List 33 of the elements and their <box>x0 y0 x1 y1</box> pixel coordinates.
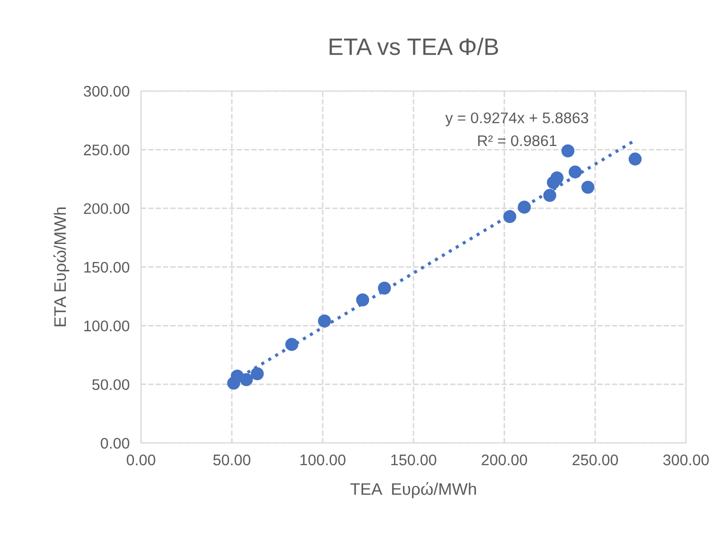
point <box>378 282 391 295</box>
y-tick-label: 250.00 <box>84 144 130 156</box>
y-tick-label: 100.00 <box>84 320 130 332</box>
point <box>518 200 531 214</box>
point <box>550 171 564 184</box>
y-tick-label: 200.00 <box>84 203 130 214</box>
point <box>543 188 556 202</box>
x-tick-label: 250.00 <box>572 454 618 466</box>
x-tick-label: 150.00 <box>391 454 436 466</box>
x-tick-label: 100.00 <box>300 454 346 466</box>
point <box>581 180 594 194</box>
point <box>568 165 582 178</box>
point <box>503 210 516 224</box>
chart-title: ETA vs TEA Φ/Β <box>330 38 498 56</box>
y-tick-label: 50.00 <box>92 379 130 390</box>
x-tick-label: 0.00 <box>126 454 156 466</box>
y-tick-label: 300.00 <box>84 86 130 97</box>
x-axis-title: TEA Ευρώ/MWh <box>350 482 476 498</box>
point <box>285 338 298 351</box>
x-tick-label: 200.00 <box>482 454 528 466</box>
point <box>356 293 370 306</box>
y-tick-label: 150.00 <box>84 262 130 273</box>
point <box>318 314 331 328</box>
y-axis-title: ETA Ευρώ/MWh <box>53 208 70 326</box>
point <box>240 373 253 386</box>
point <box>250 367 264 380</box>
point <box>561 144 574 158</box>
annotation: R² = 0.9861 <box>478 135 556 146</box>
x-tick-label: 50.00 <box>213 454 250 466</box>
annotation: y = 0.9274x + 5.8863 <box>445 112 588 126</box>
point <box>628 152 642 166</box>
y-tick-label: 0.00 <box>100 438 130 449</box>
x-tick-label: 300.00 <box>663 454 709 466</box>
